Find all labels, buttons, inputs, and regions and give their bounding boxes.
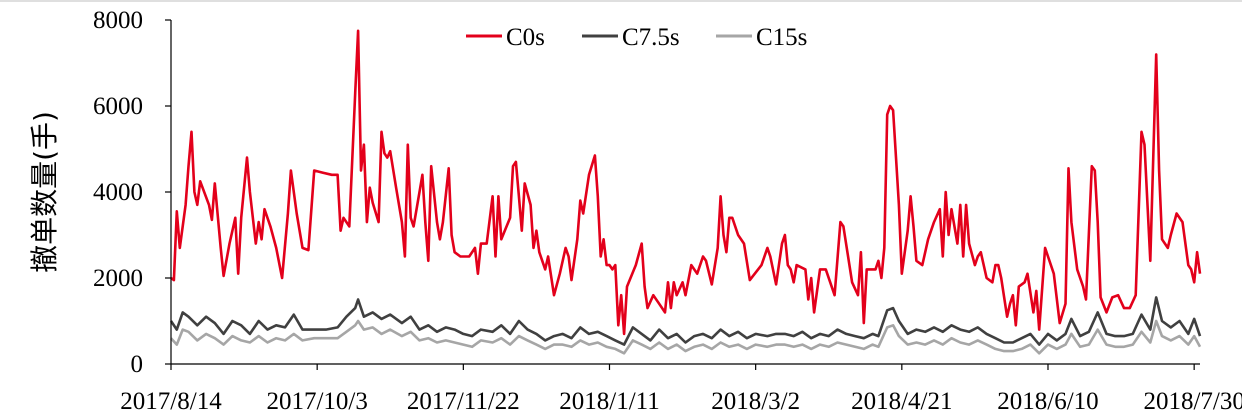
y-axis-label: 撤单数量(手) [28,111,61,273]
x-tick-label: 2017/11/22 [407,388,520,415]
y-tick-layer: 0 2000 4000 6000 8000 [93,7,171,378]
legend-label-c0s: C0s [506,24,545,51]
y-tick-label: 0 [131,351,144,378]
legend-label-c15s: C15s [756,24,807,51]
y-tick-label: 2000 [93,265,143,292]
series-line-c7-5s [169,296,1202,346]
x-tick-label: 2018/7/30 [1143,388,1242,415]
x-tick-label: 2017/10/3 [266,388,367,415]
x-tick-label: 2018/4/21 [851,388,952,415]
x-tick-label: 2018/1/11 [559,388,659,415]
series-line-c15s [170,319,1202,355]
legend-label-c7-5s: C7.5s [622,24,680,51]
y-tick-label: 6000 [93,93,143,120]
x-tick-label: 2017/8/14 [120,388,222,415]
legend: C0s C7.5s C15s [466,24,807,51]
x-tick-label: 2018/6/10 [997,388,1098,415]
series-layer [169,29,1202,355]
y-tick-label: 4000 [93,179,143,206]
y-tick-label: 8000 [93,7,143,34]
x-tick-label: 2018/3/2 [711,388,800,415]
x-tick-layer: 2017/8/14 2017/10/3 2017/11/22 2018/1/11 201… [120,364,1242,415]
series-line-c0s [170,29,1202,336]
